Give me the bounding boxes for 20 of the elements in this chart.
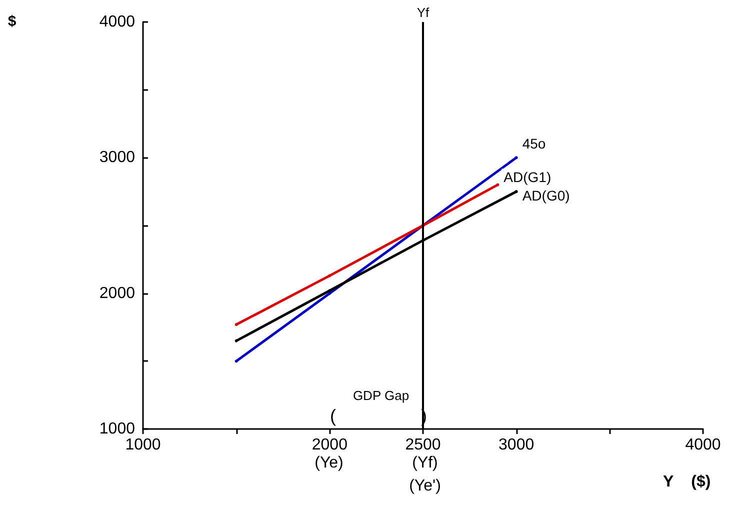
y-tick-label: 2000 bbox=[99, 284, 136, 302]
x-tick-label: 2000 bbox=[312, 436, 348, 454]
series-label: AD(G0) bbox=[522, 188, 570, 204]
series-label: AD(G1) bbox=[504, 168, 552, 185]
x-tick-label: 1000 bbox=[125, 436, 161, 454]
y-tick-label: 4000 bbox=[99, 14, 136, 30]
x-tick-label: 2500 bbox=[405, 436, 441, 454]
annotation: GDP Gap bbox=[352, 388, 410, 403]
text: (Ye') bbox=[409, 478, 441, 494]
text: $ bbox=[8, 13, 17, 30]
y-tick-label: 1000 bbox=[99, 420, 136, 438]
text: (Ye) bbox=[314, 454, 344, 472]
x-axis-title: Y ($) bbox=[662, 474, 711, 490]
series-label: 45o bbox=[522, 136, 546, 152]
ref-line-label: Yf bbox=[416, 5, 430, 20]
text: (Yf) bbox=[412, 454, 438, 472]
x-tick-label: 4000 bbox=[685, 436, 721, 454]
y-tick-label: 3000 bbox=[99, 149, 136, 166]
x-tick-label: 3000 bbox=[498, 436, 534, 454]
annotation: ( bbox=[330, 406, 336, 426]
